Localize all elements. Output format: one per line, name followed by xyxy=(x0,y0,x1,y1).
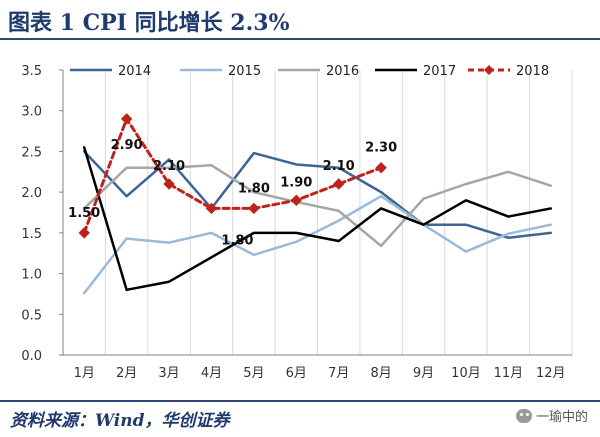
y-tick-label: 3.5 xyxy=(21,64,42,79)
y-tick-label: 1.5 xyxy=(21,227,42,242)
data-point-2018 xyxy=(120,113,133,125)
x-tick-label: 4月 xyxy=(201,366,222,381)
wechat-icon xyxy=(515,408,532,423)
y-tick-label: 1.0 xyxy=(21,268,42,283)
x-tick-label: 10月 xyxy=(451,366,481,381)
x-tick-label: 8月 xyxy=(370,366,391,381)
chart-data-labels: 1.50 2.90 2.10 1.80 1.80 1.90 2.10 2.30 xyxy=(68,138,397,249)
x-tick-label: 5月 xyxy=(243,366,264,381)
legend-label-2016: 2016 xyxy=(326,64,359,79)
data-label: 2.10 xyxy=(323,159,355,174)
data-label: 2.90 xyxy=(111,138,143,153)
data-point-2018 xyxy=(78,227,90,239)
y-tick-label: 0.0 xyxy=(21,349,42,364)
figure-title-bar: 图表 1 CPI 同比增长 2.3% xyxy=(0,0,600,40)
chart-grid xyxy=(62,70,573,355)
legend-label-2014: 2014 xyxy=(118,64,151,79)
y-tick-label: 0.5 xyxy=(21,308,42,323)
data-point-2018 xyxy=(163,178,175,190)
series-line-2015 xyxy=(82,194,553,295)
data-label: 2.10 xyxy=(153,159,185,174)
data-point-2018 xyxy=(333,178,345,190)
data-label: 1.50 xyxy=(68,206,100,221)
y-tick-label: 3.0 xyxy=(21,105,42,120)
series-line-2016 xyxy=(82,164,553,248)
watermark: 一瑜中的 xyxy=(515,406,588,425)
x-tick-label: 11月 xyxy=(494,366,524,381)
data-point-2018 xyxy=(290,194,302,206)
figure-title: 图表 1 CPI 同比增长 2.3% xyxy=(8,10,290,36)
series-line-2017 xyxy=(82,146,553,292)
x-tick-label: 3月 xyxy=(158,366,179,381)
data-point-2018 xyxy=(375,162,387,174)
source-divider xyxy=(0,400,600,402)
chart-legend: 2014 2015 2016 2017 2018 xyxy=(70,64,549,79)
x-tick-label: 6月 xyxy=(286,366,307,381)
x-tick-label: 1月 xyxy=(74,366,95,381)
data-point-2018 xyxy=(205,202,218,215)
series-line-2014 xyxy=(82,150,553,239)
legend-label-2018: 2018 xyxy=(516,64,549,79)
x-tick-label: 12月 xyxy=(536,366,566,381)
data-label: 2.30 xyxy=(365,141,397,156)
watermark-text: 一瑜中的 xyxy=(535,410,588,425)
data-point-2018 xyxy=(248,202,260,215)
legend-label-2015: 2015 xyxy=(228,64,261,79)
legend-marker-2018 xyxy=(484,65,494,75)
x-tick-label: 2月 xyxy=(116,366,137,381)
data-label: 1.90 xyxy=(280,175,312,190)
legend-label-2017: 2017 xyxy=(423,64,456,79)
series-line-2018 xyxy=(82,117,383,235)
y-tick-label: 2.5 xyxy=(21,145,42,160)
x-tick-label: 7月 xyxy=(328,366,349,381)
y-tick-label: 2.0 xyxy=(21,186,42,201)
data-label: 1.80 xyxy=(238,181,270,196)
chart-axes: 0.0 0.5 1.0 1.5 2.0 2.5 3.0 3.5 1月 2月 3月 4月 5月 6月 7月 8月… xyxy=(21,64,572,381)
data-label: 1.80 xyxy=(221,233,253,248)
cpi-line-chart: 0.0 0.5 1.0 1.5 2.0 2.5 3.0 3.5 1月 2月 3月 4月 5月 6月 7月 8月… xyxy=(21,64,573,381)
x-tick-label: 9月 xyxy=(413,366,434,381)
source-note: 资料来源：Wind，华创证券 xyxy=(10,411,230,431)
chart-series xyxy=(78,113,553,295)
